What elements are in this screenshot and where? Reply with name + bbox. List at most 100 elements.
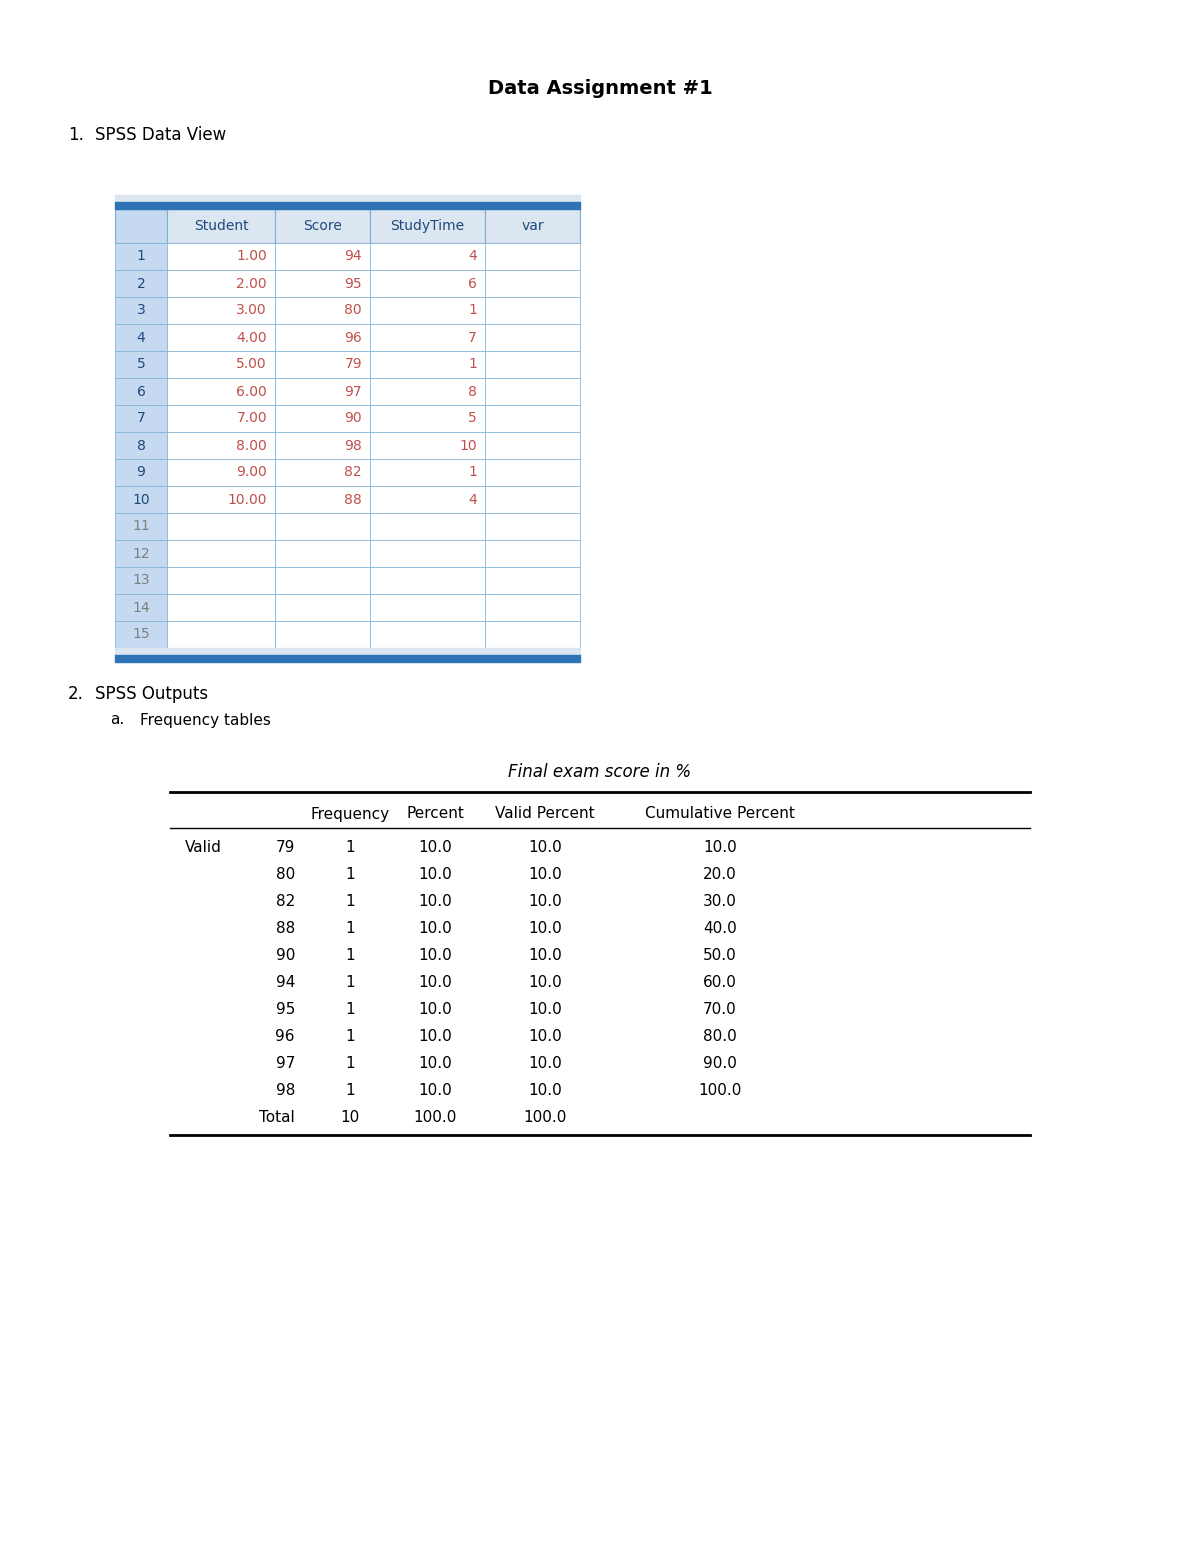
- Text: 10.0: 10.0: [418, 895, 452, 909]
- Text: 10.0: 10.0: [528, 1056, 562, 1072]
- Bar: [167, 270, 275, 297]
- Text: 2.00: 2.00: [236, 276, 266, 290]
- Bar: [485, 567, 580, 593]
- Bar: [485, 621, 580, 648]
- Bar: [275, 210, 370, 242]
- Text: 1: 1: [346, 867, 355, 882]
- Text: Valid Percent: Valid Percent: [496, 806, 595, 822]
- Text: 7: 7: [468, 331, 478, 345]
- Text: 4: 4: [137, 331, 145, 345]
- Bar: [115, 540, 167, 567]
- Bar: [167, 567, 275, 593]
- Bar: [115, 486, 167, 512]
- Bar: [485, 377, 580, 405]
- Bar: [275, 270, 370, 297]
- Text: 90: 90: [344, 412, 362, 426]
- Bar: [115, 377, 167, 405]
- Bar: [167, 432, 275, 460]
- Text: 6.00: 6.00: [236, 385, 266, 399]
- Bar: [370, 512, 485, 540]
- Text: 6: 6: [137, 385, 145, 399]
- Bar: [167, 325, 275, 351]
- Bar: [115, 648, 580, 655]
- Text: 100.0: 100.0: [523, 1110, 566, 1124]
- Text: 90.0: 90.0: [703, 1056, 737, 1072]
- Bar: [275, 405, 370, 432]
- Bar: [167, 210, 275, 242]
- Bar: [275, 621, 370, 648]
- Text: 5: 5: [137, 357, 145, 371]
- Bar: [485, 593, 580, 621]
- Text: Student: Student: [193, 219, 248, 233]
- Bar: [275, 460, 370, 486]
- Bar: [115, 351, 167, 377]
- Text: 10.0: 10.0: [528, 975, 562, 989]
- Bar: [167, 621, 275, 648]
- Bar: [275, 486, 370, 512]
- Text: 80: 80: [344, 303, 362, 317]
- Bar: [370, 405, 485, 432]
- Text: 10.0: 10.0: [418, 1030, 452, 1044]
- Text: 98: 98: [276, 1082, 295, 1098]
- Text: 94: 94: [344, 250, 362, 264]
- Text: Data Assignment #1: Data Assignment #1: [487, 79, 713, 98]
- Text: 7: 7: [137, 412, 145, 426]
- Text: 10.0: 10.0: [418, 1056, 452, 1072]
- Text: 10.0: 10.0: [418, 1082, 452, 1098]
- Bar: [167, 460, 275, 486]
- Text: 60.0: 60.0: [703, 975, 737, 989]
- Text: 96: 96: [344, 331, 362, 345]
- Text: 2.: 2.: [68, 685, 84, 704]
- Text: 8: 8: [137, 438, 145, 452]
- Text: 4.00: 4.00: [236, 331, 266, 345]
- Bar: [167, 512, 275, 540]
- Text: 95: 95: [276, 1002, 295, 1017]
- Bar: [485, 242, 580, 270]
- Bar: [370, 486, 485, 512]
- Text: 10.0: 10.0: [528, 840, 562, 856]
- Bar: [370, 210, 485, 242]
- Text: 10.0: 10.0: [703, 840, 737, 856]
- Text: Score: Score: [304, 219, 342, 233]
- Text: SPSS Data View: SPSS Data View: [95, 126, 227, 144]
- Bar: [115, 512, 167, 540]
- Text: 7.00: 7.00: [236, 412, 266, 426]
- Bar: [370, 242, 485, 270]
- Text: 5: 5: [468, 412, 478, 426]
- Text: 90: 90: [276, 947, 295, 963]
- Bar: [115, 242, 167, 270]
- Text: 8: 8: [468, 385, 478, 399]
- Bar: [370, 593, 485, 621]
- Text: 12: 12: [132, 547, 150, 561]
- Bar: [370, 377, 485, 405]
- Bar: [485, 405, 580, 432]
- Bar: [275, 593, 370, 621]
- Text: 15: 15: [132, 627, 150, 641]
- Bar: [370, 325, 485, 351]
- Text: 13: 13: [132, 573, 150, 587]
- Bar: [370, 460, 485, 486]
- Bar: [485, 325, 580, 351]
- Text: 1: 1: [468, 357, 478, 371]
- Bar: [370, 351, 485, 377]
- Text: 1: 1: [346, 1056, 355, 1072]
- Text: 82: 82: [344, 466, 362, 480]
- Bar: [115, 593, 167, 621]
- Bar: [167, 540, 275, 567]
- Text: 9.00: 9.00: [236, 466, 266, 480]
- Bar: [167, 242, 275, 270]
- Bar: [167, 297, 275, 325]
- Text: 95: 95: [344, 276, 362, 290]
- Text: Cumulative Percent: Cumulative Percent: [646, 806, 794, 822]
- Text: 10.0: 10.0: [528, 921, 562, 936]
- Bar: [485, 460, 580, 486]
- Text: 98: 98: [344, 438, 362, 452]
- Bar: [115, 196, 580, 202]
- Text: 94: 94: [276, 975, 295, 989]
- Text: 1: 1: [346, 975, 355, 989]
- Text: 10.0: 10.0: [528, 1082, 562, 1098]
- Text: 8.00: 8.00: [236, 438, 266, 452]
- Text: 1.00: 1.00: [236, 250, 266, 264]
- Text: 1: 1: [346, 1030, 355, 1044]
- Bar: [370, 540, 485, 567]
